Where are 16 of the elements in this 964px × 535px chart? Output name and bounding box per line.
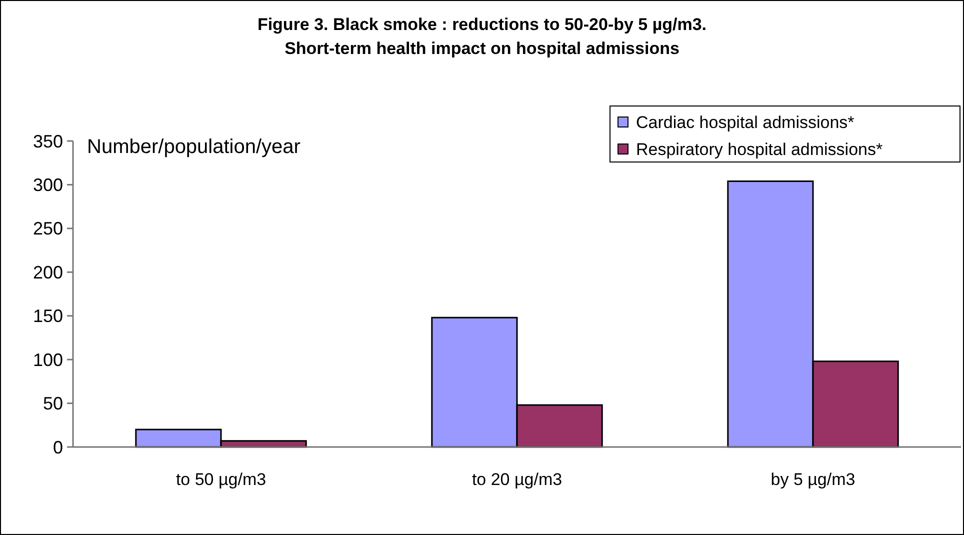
- y-tick-label: 200: [32, 262, 63, 282]
- y-tick-label: 0: [52, 437, 63, 458]
- chart-subtitle: Short-term health impact on hospital admissions: [284, 39, 680, 58]
- y-tick-label: 300: [32, 175, 63, 196]
- x-tick-label: to 50 µg/m3: [176, 470, 266, 489]
- y-tick-label: 100: [32, 350, 63, 370]
- y-tick-label: 150: [32, 306, 63, 326]
- y-tick-label: 50: [42, 394, 63, 414]
- y-axis-title: Number/population/year: [87, 136, 301, 158]
- chart-title: Figure 3. Black smoke : reductions to 50-20-by 5 µg/m3.: [257, 15, 707, 34]
- x-tick-label: by 5 µg/m3: [770, 470, 856, 489]
- y-tick-label: 250: [32, 218, 63, 239]
- y-tick-label: 350: [32, 131, 63, 152]
- legend-label: Cardiac hospital admissions*: [636, 112, 855, 132]
- legend-label: Respiratory hospital admissions*: [636, 140, 883, 159]
- x-tick-label: to 20 µg/m3: [472, 470, 562, 489]
